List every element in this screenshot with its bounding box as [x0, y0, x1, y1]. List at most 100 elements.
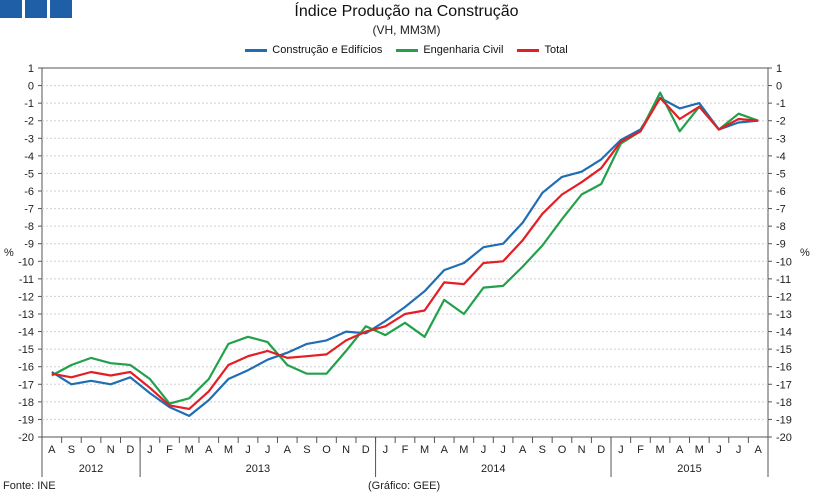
x-tick-label: F [166, 444, 173, 456]
y-tick-label: -16 [18, 362, 34, 374]
y-tick-label: -3 [24, 133, 34, 145]
y-tick-label: -16 [776, 362, 792, 374]
y-tick-label: -8 [776, 221, 786, 233]
year-label: 2012 [79, 463, 103, 475]
credit-note: (Gráfico: GEE) [368, 480, 441, 492]
y-tick-label: -12 [776, 291, 792, 303]
y-tick-label: -15 [18, 344, 34, 356]
x-tick-label: N [578, 444, 586, 456]
line-chart: 1 1 0 0 -1 -1 -2 -2 -3 -3 -4 -4 -5 -5 -6 -6 -7 -7 -8 -8 -9 -9… [4, 63, 810, 477]
y-tick-label: -14 [776, 327, 792, 339]
x-tick-label: J [245, 444, 251, 456]
x-tick-label: S [68, 444, 75, 456]
x-tick-label: D [126, 444, 134, 456]
x-tick-label: M [655, 444, 664, 456]
x-tick-label: N [107, 444, 115, 456]
x-tick-label: D [362, 444, 370, 456]
y-tick-label: -6 [776, 186, 786, 198]
y-tick-label: -1 [24, 98, 34, 110]
y-tick-label: -17 [776, 379, 792, 391]
x-tick-label: J [147, 444, 153, 456]
x-tick-label: M [420, 444, 429, 456]
y-axis-label: % [4, 247, 14, 259]
y-tick-label: -20 [776, 432, 792, 444]
y-tick-label: -11 [776, 274, 791, 286]
y-tick-label: 1 [28, 63, 34, 75]
y-tick-label: 1 [776, 63, 782, 75]
y-tick-label: -1 [776, 98, 786, 110]
x-tick-label: J [500, 444, 506, 456]
y-tick-label: -3 [776, 133, 786, 145]
y-tick-label: -19 [776, 414, 792, 426]
y-tick-label: -13 [776, 309, 792, 321]
chart-subtitle: (VH, MM3M) [372, 23, 441, 37]
y-tick-label: -8 [24, 221, 34, 233]
x-tick-label: J [716, 444, 722, 456]
year-label: 2014 [481, 463, 505, 475]
legend-swatch [396, 48, 419, 52]
x-tick-label: A [755, 444, 763, 456]
x-tick-label: M [459, 444, 468, 456]
brand-logo [0, 0, 72, 18]
y-tick-label: -2 [776, 116, 786, 128]
chart-title: Índice Produção na Construção [294, 3, 519, 20]
y-tick-label: -7 [776, 204, 786, 216]
x-tick-label: A [284, 444, 292, 456]
y-tick-label: -9 [776, 239, 786, 251]
year-label: 2013 [246, 463, 270, 475]
y-tick-label: -4 [776, 151, 786, 163]
legend-label: Engenharia Civil [423, 44, 504, 56]
x-tick-label: J [736, 444, 742, 456]
x-tick-label: M [185, 444, 194, 456]
legend-label: Construção e Edifícios [272, 44, 383, 56]
x-tick-label: M [695, 444, 704, 456]
x-tick-label: J [383, 444, 389, 456]
y-tick-label: -2 [24, 116, 34, 128]
x-tick-label: J [265, 444, 271, 456]
legend-label: Total [544, 44, 568, 56]
y-tick-label: -5 [24, 168, 34, 180]
y-tick-label: -9 [24, 239, 34, 251]
y-tick-label: -18 [776, 397, 792, 409]
y-tick-label: 0 [776, 81, 782, 93]
y-tick-label: -6 [24, 186, 34, 198]
plot-area [41, 67, 769, 438]
x-tick-label: M [224, 444, 233, 456]
y-tick-label: -13 [18, 309, 34, 321]
y-tick-label: 0 [28, 81, 34, 93]
logo-block [0, 0, 22, 18]
x-tick-label: D [597, 444, 605, 456]
y-tick-label: -12 [18, 291, 34, 303]
y-tick-label: -14 [18, 327, 34, 339]
y-tick-label: -11 [19, 274, 34, 286]
x-tick-label: N [342, 444, 350, 456]
y-tick-label: -10 [776, 256, 792, 268]
year-label: 2015 [677, 463, 701, 475]
chart-legend: Construção e Edifícios Engenharia Civil … [0, 44, 813, 56]
x-tick-label: F [402, 444, 409, 456]
y-tick-label: -15 [776, 344, 792, 356]
y-tick-label: -19 [18, 414, 34, 426]
logo-block [25, 0, 47, 18]
x-tick-label: S [539, 444, 546, 456]
x-tick-label: A [441, 444, 449, 456]
y-tick-label: -5 [776, 168, 786, 180]
x-tick-label: A [676, 444, 684, 456]
x-tick-label: S [303, 444, 310, 456]
legend-swatch [245, 48, 268, 52]
x-tick-label: A [205, 444, 213, 456]
y-axis-label: % [800, 247, 810, 259]
y-tick-label: -7 [24, 204, 34, 216]
y-tick-label: -20 [18, 432, 34, 444]
x-tick-label: A [48, 444, 56, 456]
legend-item: Total [517, 44, 568, 56]
x-tick-label: O [558, 444, 567, 456]
legend-item: Construção e Edifícios [245, 44, 382, 56]
series-line [51, 96, 759, 410]
legend-item: Engenharia Civil [396, 44, 503, 56]
y-tick-label: -10 [18, 256, 34, 268]
x-tick-label: J [618, 444, 624, 456]
source-note: Fonte: INE [3, 480, 56, 492]
x-tick-label: O [322, 444, 331, 456]
x-tick-label: J [481, 444, 487, 456]
